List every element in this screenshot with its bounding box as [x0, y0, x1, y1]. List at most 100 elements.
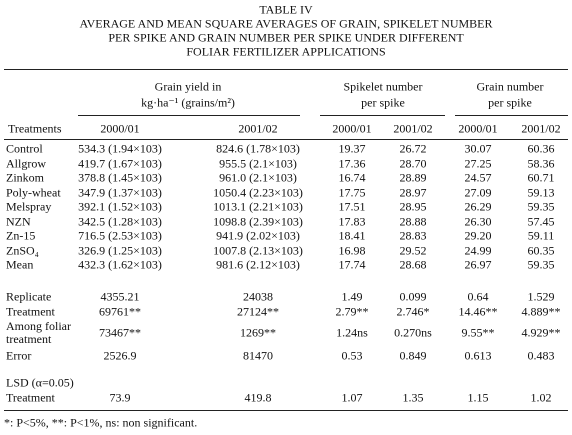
stat-label: Among foliar treatment: [6, 319, 71, 346]
data-cell: 28.70: [399, 156, 427, 170]
data-cell: 941.9 (2.02×103): [216, 228, 300, 243]
title-line: FOLIAR FERTILIZER APPLICATIONS: [186, 44, 386, 59]
data-label: Zn-15: [6, 228, 36, 243]
year-header: 2001/02: [521, 121, 561, 136]
data-cell: 24.57: [464, 170, 492, 185]
data-cell: 342.5 (1.28×103): [78, 214, 162, 228]
lsd-label: Treatment: [6, 390, 55, 405]
data-cell: 326.9 (1.25×103): [78, 243, 162, 257]
data-cell: 59.35: [527, 199, 555, 214]
data-cell: 981.6 (2.12×103): [216, 257, 300, 272]
data-cell: 347.9 (1.37×103): [78, 185, 162, 199]
stat-cell: 1.49: [341, 289, 363, 304]
stat-cell: 0.613: [464, 348, 492, 363]
data-label: Control: [6, 141, 43, 156]
stat-label: Error: [6, 348, 32, 363]
data-cell: 1013.1 (2.21×103): [213, 199, 303, 214]
year-header: 2000/01: [458, 121, 498, 136]
stat-label: Treatment: [6, 304, 55, 319]
data-cell: 58.36: [527, 156, 555, 170]
data-cell: 419.7 (1.67×103): [78, 156, 162, 170]
stat-cell: 0.849: [399, 348, 427, 363]
stat-cell: 27124**: [237, 304, 279, 319]
data-label: Allgrow: [6, 156, 46, 170]
year-header: 2000/01: [100, 121, 140, 136]
data-cell: 378.8 (1.45×103): [78, 170, 162, 185]
group-header: Spikelet number: [343, 79, 423, 94]
data-cell: 60.36: [527, 141, 555, 156]
data-cell: 59.13: [527, 185, 555, 199]
rule: [4, 410, 568, 411]
stat-cell: 2.79**: [335, 304, 369, 319]
footnote: *: P<5%, **: P<1%, ns: non significant.: [4, 415, 198, 430]
data-cell: 432.3 (1.62×103): [78, 257, 162, 272]
rule: [4, 69, 568, 70]
rule: [320, 115, 445, 116]
data-cell: 16.98: [338, 243, 366, 257]
data-cell: 30.07: [464, 141, 492, 156]
data-cell: 27.09: [464, 185, 492, 199]
data-cell: 28.97: [399, 185, 427, 199]
data-cell: 26.30: [464, 214, 492, 228]
data-cell: 1050.4 (2.23×103): [213, 185, 303, 199]
data-cell: 392.1 (1.52×103): [78, 199, 162, 214]
year-header: 2000/01: [332, 121, 372, 136]
rule: [78, 115, 300, 116]
data-cell: 17.83: [338, 214, 366, 228]
group-header: per spike: [361, 95, 405, 110]
data-cell: 26.72: [399, 141, 427, 156]
stat-cell: 0.270ns: [394, 325, 432, 340]
group-header: Grain yield in: [154, 79, 222, 94]
rule: [4, 139, 568, 140]
lsd-cell: 1.02: [530, 390, 552, 405]
data-cell: 28.68: [399, 257, 427, 272]
title-line: AVERAGE AND MEAN SQUARE AVERAGES OF GRAI…: [79, 16, 493, 31]
data-cell: 28.88: [399, 214, 427, 228]
year-header: 2001/02: [238, 121, 278, 136]
data-cell: 28.83: [399, 228, 427, 243]
data-cell: 1098.8 (2.39×103): [213, 214, 303, 228]
stat-cell: 81470: [243, 348, 273, 363]
stat-cell: 0.099: [399, 289, 427, 304]
stat-cell: 73467**: [99, 325, 141, 340]
data-cell: 29.20: [464, 228, 492, 243]
data-cell: 57.45: [527, 214, 555, 228]
data-cell: 26.97: [464, 257, 492, 272]
title-line: PER SPIKE AND GRAIN NUMBER PER SPIKE UND…: [108, 30, 464, 45]
lsd-label: LSD (α=0.05): [6, 375, 74, 390]
data-cell: 17.74: [338, 257, 366, 272]
data-cell: 60.35: [527, 243, 555, 257]
data-cell: 1007.8 (2.13×103): [213, 243, 303, 257]
stat-cell: 4.929**: [521, 325, 561, 340]
data-label: Melspray: [6, 199, 52, 214]
data-cell: 59.35: [527, 257, 555, 272]
year-header: 2001/02: [393, 121, 433, 136]
group-header: per spike: [488, 95, 532, 110]
data-cell: 28.95: [399, 199, 427, 214]
data-cell: 17.51: [338, 199, 366, 214]
stat-cell: 1.529: [527, 289, 555, 304]
data-cell: 24.99: [464, 243, 492, 257]
stat-cell: 1269**: [240, 325, 276, 340]
data-cell: 716.5 (2.53×103): [78, 228, 162, 243]
group-header: kg·ha⁻¹ (grains/m²): [141, 95, 235, 110]
data-cell: 17.36: [338, 156, 366, 170]
lsd-cell: 1.07: [341, 390, 363, 405]
data-label: Mean: [6, 257, 34, 272]
stat-cell: 14.46**: [458, 304, 498, 319]
data-cell: 955.5 (2.1×103): [219, 156, 297, 170]
stat-label: Replicate: [6, 289, 52, 304]
data-cell: 19.37: [338, 141, 366, 156]
stat-cell: 1.24ns: [336, 325, 368, 340]
data-cell: 27.25: [464, 156, 492, 170]
title-line: TABLE IV: [259, 2, 313, 17]
data-cell: 534.3 (1.94×103): [78, 141, 162, 156]
rule: [455, 115, 568, 116]
data-cell: 18.41: [338, 228, 366, 243]
group-header: Grain number: [476, 79, 544, 94]
stat-cell: 0.64: [467, 289, 489, 304]
row-header: Treatments: [8, 121, 62, 136]
data-cell: 28.89: [399, 170, 427, 185]
stat-cell: 4355.21: [100, 289, 140, 304]
